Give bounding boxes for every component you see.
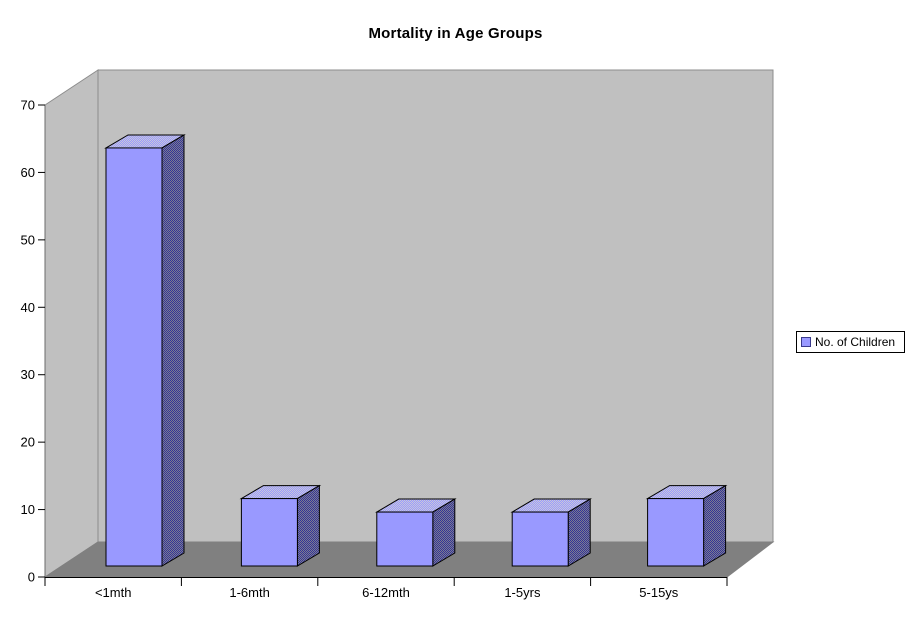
y-axis-tick-label: 50 bbox=[21, 232, 35, 247]
bar-side-face bbox=[161, 134, 185, 567]
y-axis-tick-label: 70 bbox=[21, 98, 35, 113]
chart-title: Mortality in Age Groups bbox=[368, 25, 543, 42]
y-axis-tick-label: 30 bbox=[21, 367, 35, 382]
y-axis-tick-label: 40 bbox=[21, 300, 35, 315]
x-axis-category-label: <1mth bbox=[95, 585, 132, 600]
bar-16mth[interactable] bbox=[239, 484, 322, 567]
x-axis-category-label: 6-12mth bbox=[362, 585, 410, 600]
y-axis-tick-label: 60 bbox=[21, 165, 35, 180]
bar-1mth[interactable] bbox=[104, 134, 186, 567]
bar-front-face bbox=[105, 147, 163, 567]
bar-515ys[interactable] bbox=[645, 484, 728, 567]
bar-15yrs[interactable] bbox=[510, 498, 593, 567]
legend[interactable]: No. of Children bbox=[796, 331, 905, 353]
bar-front-face bbox=[511, 511, 569, 567]
back-wall bbox=[97, 69, 774, 543]
bar-front-face bbox=[376, 511, 434, 567]
y-axis-tick-label: 10 bbox=[21, 502, 35, 517]
x-axis-category-label: 5-15ys bbox=[639, 585, 679, 600]
bar-612mth[interactable] bbox=[374, 498, 457, 567]
bar-front-face bbox=[647, 498, 705, 567]
legend-swatch-icon bbox=[801, 337, 811, 347]
legend-label: No. of Children bbox=[815, 335, 896, 349]
bar-side-face bbox=[296, 484, 320, 567]
x-axis-category-label: 1-5yrs bbox=[504, 585, 541, 600]
x-axis-category-label: 1-6mth bbox=[229, 585, 269, 600]
left-wall bbox=[44, 69, 99, 578]
bar-front-face bbox=[240, 498, 298, 567]
y-axis-tick-label: 0 bbox=[28, 570, 35, 585]
bar-side-face bbox=[703, 484, 727, 567]
y-axis-tick-label: 20 bbox=[21, 435, 35, 450]
